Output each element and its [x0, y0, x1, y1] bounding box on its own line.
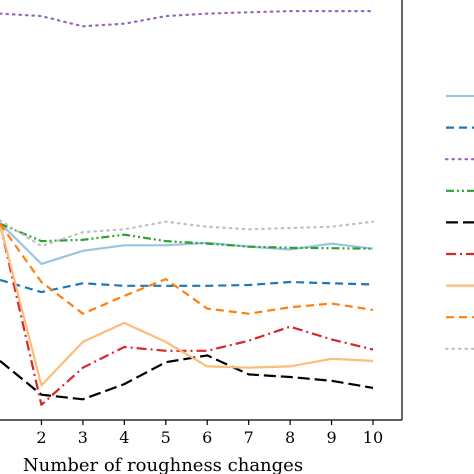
series-line-4: [0, 222, 374, 250]
series-line-5: [0, 354, 374, 401]
x-tick-label: 10: [363, 428, 383, 447]
series-line-1: [0, 222, 374, 265]
x-tick-label: 8: [285, 428, 295, 447]
series-group: [0, 10, 375, 406]
x-tick-label: 5: [161, 428, 171, 447]
series-line-3: [0, 10, 375, 28]
legend: [444, 94, 474, 350]
x-tick-label: 9: [326, 428, 336, 447]
series-line-7: [0, 223, 374, 387]
x-tick-label: 3: [78, 428, 88, 447]
axes: 2 3 4 5 6 7 8 9 10: [0, 0, 403, 447]
series-line-2: [0, 278, 374, 294]
x-tick-label: 7: [244, 428, 254, 447]
series-line-9: [0, 219, 375, 248]
x-tick-label: 4: [119, 428, 129, 447]
series-line-6: [0, 223, 374, 406]
x-tick-label: 6: [202, 428, 212, 447]
x-axis-label: Number of roughness changes: [23, 455, 303, 474]
x-tick-label: 2: [36, 428, 46, 447]
series-line-8: [0, 223, 374, 315]
